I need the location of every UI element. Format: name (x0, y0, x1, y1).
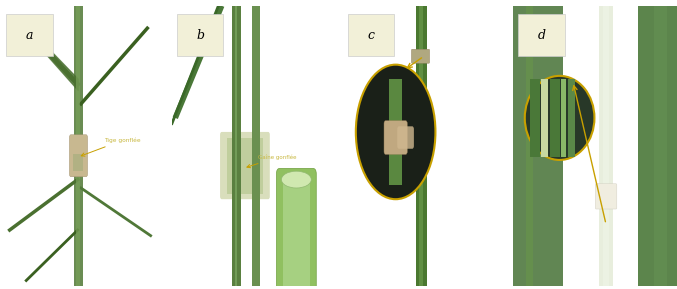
FancyBboxPatch shape (530, 79, 540, 157)
FancyBboxPatch shape (76, 6, 80, 286)
FancyBboxPatch shape (561, 79, 566, 157)
FancyBboxPatch shape (518, 14, 565, 56)
FancyBboxPatch shape (227, 138, 263, 194)
FancyBboxPatch shape (347, 14, 394, 56)
FancyBboxPatch shape (177, 14, 223, 56)
FancyBboxPatch shape (384, 121, 408, 154)
Text: Gaîne gonflée: Gaîne gonflée (247, 154, 297, 168)
FancyBboxPatch shape (220, 132, 270, 199)
FancyBboxPatch shape (603, 6, 609, 286)
FancyBboxPatch shape (276, 168, 316, 289)
FancyBboxPatch shape (74, 6, 83, 286)
FancyBboxPatch shape (412, 49, 430, 63)
FancyBboxPatch shape (568, 79, 575, 157)
Text: Tige gonflée: Tige gonflée (81, 138, 141, 156)
FancyBboxPatch shape (252, 6, 260, 286)
Text: c: c (367, 29, 374, 42)
FancyBboxPatch shape (69, 135, 87, 177)
FancyBboxPatch shape (235, 6, 238, 286)
FancyBboxPatch shape (550, 79, 560, 157)
FancyBboxPatch shape (389, 79, 402, 185)
FancyBboxPatch shape (72, 154, 83, 171)
Ellipse shape (525, 76, 594, 160)
FancyBboxPatch shape (232, 6, 241, 286)
Text: b: b (196, 29, 204, 42)
FancyBboxPatch shape (527, 6, 533, 286)
FancyBboxPatch shape (513, 6, 563, 286)
Circle shape (356, 65, 435, 199)
FancyBboxPatch shape (419, 6, 423, 286)
FancyBboxPatch shape (397, 126, 414, 149)
FancyBboxPatch shape (542, 79, 548, 157)
Text: d: d (538, 29, 546, 42)
FancyBboxPatch shape (599, 6, 613, 286)
FancyBboxPatch shape (6, 14, 53, 56)
FancyBboxPatch shape (416, 6, 427, 286)
FancyBboxPatch shape (638, 6, 677, 286)
Ellipse shape (282, 171, 311, 188)
Text: a: a (26, 29, 33, 42)
FancyBboxPatch shape (654, 6, 668, 286)
FancyBboxPatch shape (283, 179, 309, 286)
FancyBboxPatch shape (595, 184, 617, 209)
